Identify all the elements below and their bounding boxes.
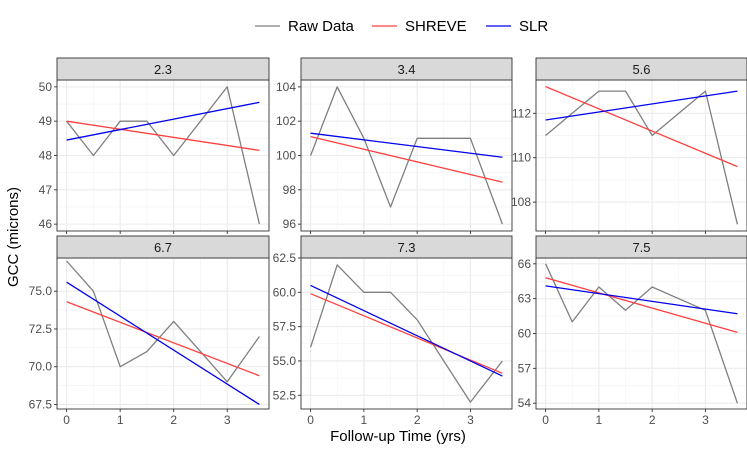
facet-strip-label: 5.6 <box>632 62 650 77</box>
y-axis-title: GCC (microns) <box>5 187 22 287</box>
series-slr-line <box>310 132 503 158</box>
y-tick-label: 63 <box>518 292 532 306</box>
facet-panel-6.7: 6.7 67.5 70.0 72.5 75.0 0 1 2 3 <box>29 235 270 427</box>
series-slr-line <box>66 101 260 141</box>
series-slr-line <box>545 90 738 121</box>
series-raw-data-line <box>309 86 504 225</box>
y-tick-label: 102 <box>276 114 296 128</box>
x-tick-label: 1 <box>596 413 603 427</box>
facet-panel-5.6: 5.6 108 110 112 <box>511 57 747 234</box>
y-tick-label: 57.5 <box>273 320 297 334</box>
series-raw-data-line <box>66 260 260 383</box>
y-tick-label: 62.5 <box>273 251 297 265</box>
y-tick-label: 57 <box>518 361 532 375</box>
series-shreve-line <box>310 135 503 183</box>
facet-strip <box>300 235 513 259</box>
facet-panel-2.3: 2.3 46 47 48 49 50 <box>39 57 270 234</box>
x-tick-label: 0 <box>542 413 549 427</box>
facet-strip <box>56 235 270 259</box>
facet-strip <box>56 57 270 81</box>
series-slr-line <box>310 284 503 377</box>
x-tick-label: 1 <box>361 413 368 427</box>
facet-strip-label: 3.4 <box>397 62 415 77</box>
facet-strip-label: 2.3 <box>154 62 172 77</box>
panel-background <box>536 80 747 231</box>
y-tick-label: 104 <box>276 80 296 94</box>
y-tick-label: 96 <box>283 217 297 231</box>
x-tick-label: 2 <box>649 413 656 427</box>
series-shreve-line <box>66 120 260 151</box>
series-shreve-line <box>66 301 260 377</box>
series-raw-data-line <box>309 264 503 403</box>
y-tick-label: 70.0 <box>29 360 53 374</box>
y-tick-label: 108 <box>511 195 531 209</box>
y-tick-label: 100 <box>276 149 296 163</box>
x-tick-label: 2 <box>170 413 177 427</box>
legend-label-raw-data: Raw Data <box>288 18 355 35</box>
facet-strip-label: 6.7 <box>154 240 172 255</box>
facet-strip-label: 7.5 <box>632 240 650 255</box>
facet-strip-label: 7.3 <box>397 240 415 255</box>
legend: Raw Data SHREVE SLR <box>255 18 548 35</box>
facet-panel-7.3: 7.3 52.5 55.0 57.5 60.0 62.5 0 1 2 3 <box>273 235 513 427</box>
x-tick-label: 3 <box>224 413 231 427</box>
y-tick-label: 72.5 <box>29 322 53 336</box>
y-tick-label: 52.5 <box>273 388 297 402</box>
x-tick-label: 1 <box>117 413 124 427</box>
y-tick-label: 110 <box>512 151 531 165</box>
legend-label-shreve: SHREVE <box>405 18 467 35</box>
series-raw-data-line <box>545 90 739 225</box>
series-shreve-line <box>545 86 738 168</box>
facet-strip <box>535 57 747 81</box>
facet-panel-3.4: 3.4 96 98 100 102 104 <box>276 57 513 234</box>
y-tick-label: 49 <box>39 114 53 128</box>
y-tick-label: 98 <box>283 183 297 197</box>
y-tick-label: 50 <box>39 80 53 94</box>
facet-strip <box>535 235 747 259</box>
y-tick-label: 75.0 <box>29 284 53 298</box>
facet-panels: 2.346474849503.496981001021045.610811011… <box>29 57 747 427</box>
series-slr-line <box>545 285 738 315</box>
facet-panel-7.5: 7.5 54 57 60 63 66 0 1 2 3 <box>518 235 747 427</box>
y-tick-label: 48 <box>39 149 53 163</box>
x-tick-label: 2 <box>414 413 421 427</box>
series-shreve-line <box>310 293 503 374</box>
series-raw-data-line <box>66 86 261 225</box>
y-tick-label: 60 <box>518 327 532 341</box>
x-tick-label: 3 <box>467 413 474 427</box>
y-tick-label: 47 <box>39 183 53 197</box>
x-axis-title: Follow-up Time (yrs) <box>330 428 466 445</box>
y-tick-label: 55.0 <box>273 354 297 368</box>
facet-strip <box>300 57 513 81</box>
y-tick-label: 54 <box>518 396 532 410</box>
x-tick-label: 0 <box>63 413 70 427</box>
y-tick-label: 60.0 <box>273 285 297 299</box>
series-slr-line <box>66 281 260 406</box>
series-shreve-line <box>545 277 738 333</box>
x-tick-label: 3 <box>702 413 709 427</box>
y-tick-label: 46 <box>39 217 53 231</box>
y-tick-label: 66 <box>518 257 532 271</box>
x-tick-label: 0 <box>307 413 314 427</box>
y-tick-label: 67.5 <box>29 397 53 411</box>
y-tick-label: 112 <box>512 106 531 120</box>
legend-label-slr: SLR <box>519 18 548 35</box>
